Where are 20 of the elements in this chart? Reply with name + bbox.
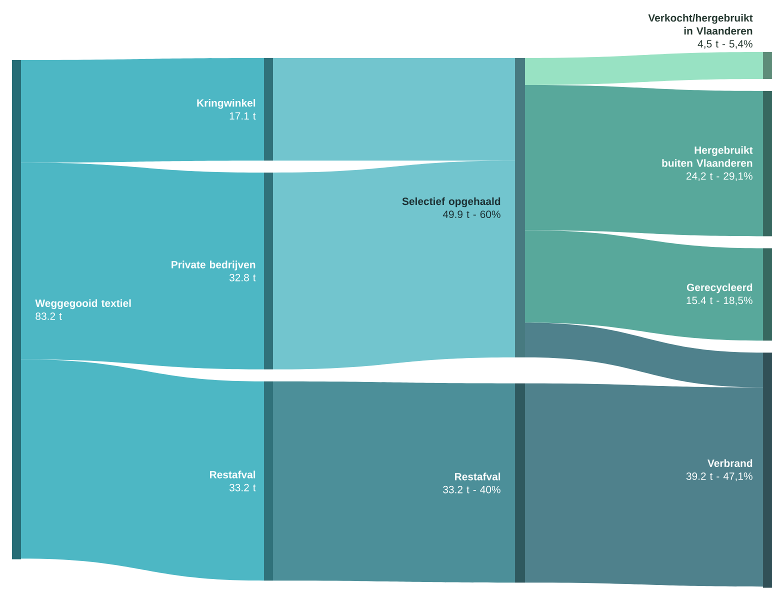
data-label: 17.1 t: [230, 112, 256, 120]
category-label: Restafval: [210, 470, 256, 478]
data-label: 4,5 t - 5,4%: [698, 40, 752, 49]
category-label: Weggegooid textiel: [35, 299, 131, 310]
category-label: Hergebruikt buiten Vlaanderen: [662, 146, 753, 167]
data-label: 49.9 t - 60%: [442, 210, 500, 218]
data-label: 24,2 t - 29,1%: [686, 172, 752, 182]
data-label: 83.2 t: [36, 312, 62, 320]
category-label: Verkocht/hergebruikt in Vlaanderen: [648, 14, 753, 35]
data-label: 32.8 t: [229, 274, 256, 282]
category-label: Private bedrijven: [172, 260, 256, 270]
data-label: 15.4 t - 18,5%: [686, 296, 752, 306]
data-label: 33.2 t: [229, 484, 256, 492]
category-label: Selectief opgehaald: [402, 197, 500, 208]
data-label: 33.2 t - 40%: [443, 486, 500, 494]
category-label: Verbrand: [708, 459, 752, 467]
category-label: Restafval: [454, 472, 500, 480]
data-label: 39.2 t - 47,1%: [686, 472, 752, 482]
category-label: Kringwinkel: [197, 98, 256, 109]
category-label: Gerecycleerd: [686, 283, 752, 294]
